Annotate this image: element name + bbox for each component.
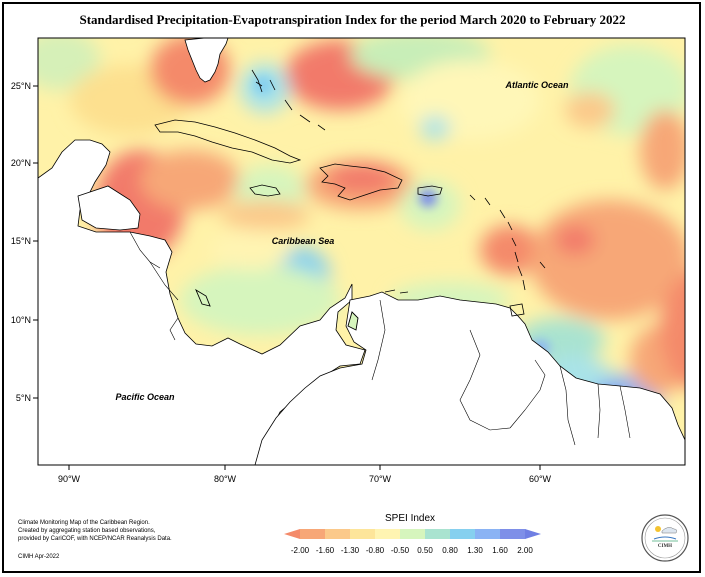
yucatan-land	[77, 185, 141, 231]
abc-islands	[384, 289, 409, 294]
puerto-rico-island	[417, 185, 443, 197]
lat-tick-label: 5°N	[16, 393, 31, 403]
logo-text: CIMH	[657, 544, 673, 549]
lon-tick-label: 90°W	[58, 474, 81, 484]
lon-tick-label: 60°W	[529, 474, 552, 484]
map-credits: Climate Monitoring Map of the Caribbean …	[18, 519, 218, 561]
lon-tick-label: 80°W	[214, 474, 237, 484]
caribbean-islands	[154, 69, 546, 317]
longitude-axis: 90°W 80°W 70°W 60°W	[58, 465, 552, 484]
credits-line-1: Climate Monitoring Map of the Caribbean …	[18, 520, 150, 526]
bahamas-islands	[251, 69, 326, 131]
lon-tick-label: 70°W	[369, 474, 392, 484]
florida-land	[184, 38, 229, 83]
atlantic-ocean-label: Atlantic Ocean	[504, 80, 569, 90]
trinidad-island	[509, 303, 525, 317]
land-masses	[38, 38, 685, 465]
cuba-island	[154, 119, 302, 164]
lat-tick-label: 25°N	[11, 81, 31, 91]
credits-line-3: provided by CariCOF, with NCEP/NCAR Rean…	[18, 536, 172, 542]
lat-tick-label: 10°N	[11, 315, 31, 325]
jamaica-island	[249, 184, 281, 197]
lakes	[195, 288, 359, 331]
map-border	[37, 37, 686, 466]
caribbean-sea-label: Caribbean Sea	[272, 236, 335, 246]
latitude-axis: 25°N 20°N 15°N 10°N 5°N	[11, 81, 38, 403]
credits-line-2: Created by aggregating station based obs…	[18, 528, 156, 534]
pacific-ocean-label: Pacific Ocean	[115, 392, 175, 402]
lat-tick-label: 20°N	[11, 158, 31, 168]
country-borders	[129, 231, 631, 446]
cimh-logo: CIMH	[640, 513, 690, 563]
lesser-antilles	[469, 194, 546, 291]
legend-title: SPEI Index	[385, 513, 436, 524]
south-america-land	[254, 291, 685, 465]
credits-date: CIMH Apr-2022	[18, 554, 60, 560]
map-title: Standardised Precipitation-Evapotranspir…	[79, 12, 626, 27]
hispaniola-island	[319, 163, 403, 201]
lat-tick-label: 15°N	[11, 236, 31, 246]
